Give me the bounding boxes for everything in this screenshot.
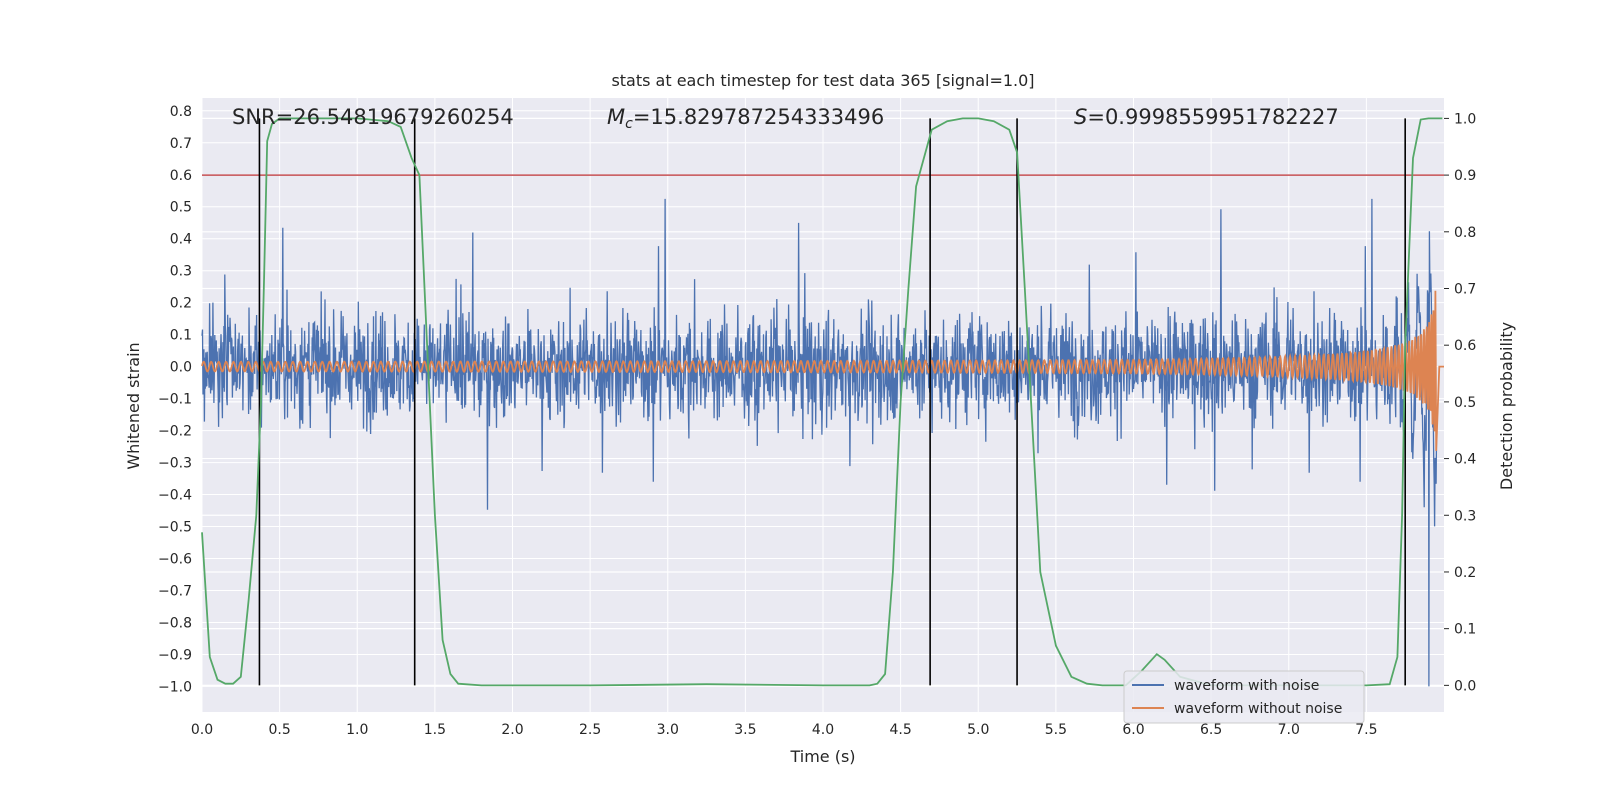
y-tick-label-right: 0.8 (1454, 225, 1476, 241)
x-tick-label: 7.0 (1278, 722, 1300, 738)
legend: waveform with noise waveform without noi… (1123, 670, 1365, 724)
x-tick-label: 7.5 (1355, 722, 1377, 738)
y-tick-label-right: 0.6 (1454, 338, 1476, 354)
x-tick-label: 5.5 (1045, 722, 1067, 738)
y-tick-label-right: 0.9 (1454, 168, 1476, 184)
y-tick-label-left: −0.6 (158, 552, 192, 568)
y-tick-label-left: 0.0 (170, 360, 192, 376)
s-symbol: S (1074, 105, 1087, 129)
s-value: =0.9998559951782227 (1087, 105, 1338, 129)
vertical-markers (258, 118, 1406, 686)
y-tick-label-left: −0.8 (158, 615, 192, 631)
y-tick-label-left: 0.6 (170, 168, 192, 184)
x-tick-label: 2.0 (501, 722, 523, 738)
y-tick-label-left: −0.5 (158, 520, 192, 536)
chirp-mass-symbol: M (607, 105, 625, 129)
y-ticks-left: 0.8 0.7 0.6 0.5 0.4 0.3 0.2 0.1 0.0 −0.1 −0.2 −0.3 −… (158, 104, 192, 696)
y-tick-label-left: 0.5 (170, 200, 192, 216)
y-tick-label-right: 0.1 (1454, 622, 1476, 638)
x-tick-label: 4.5 (889, 722, 911, 738)
y-tick-label-left: 0.8 (170, 104, 192, 120)
x-tick-label: 1.5 (424, 722, 446, 738)
y-axis-label-left: Whitened strain (124, 342, 143, 469)
y-tick-label-right: 0.5 (1454, 395, 1476, 411)
series-waveform-without-noise (201, 290, 1444, 451)
y-tick-label-left: 0.3 (170, 264, 192, 280)
chart-title: stats at each timestep for test data 365… (611, 71, 1034, 90)
x-tick-label: 3.0 (657, 722, 679, 738)
x-tick-label: 4.0 (812, 722, 834, 738)
y-tick-label-left: −0.9 (158, 647, 192, 663)
y-tick-label-right: 0.4 (1454, 452, 1476, 468)
y-tick-label-left: 0.7 (170, 136, 192, 152)
x-ticks: 0.0 0.5 1.0 1.5 2.0 2.5 3.0 3.5 4.0 4.5 5.0 5.5 6.0 6… (191, 722, 1378, 738)
y-tick-label-right: 0.2 (1454, 565, 1476, 581)
y-tick-label-left: 0.1 (170, 328, 192, 344)
y-tick-label-left: 0.2 (170, 296, 192, 312)
y-tick-label-right: 0.7 (1454, 281, 1476, 297)
x-tick-label: 1.0 (346, 722, 368, 738)
y-tick-label-left: −0.1 (158, 392, 192, 408)
chirp-mass-value: =15.829787254333496 (633, 105, 884, 129)
x-tick-label: 3.5 (734, 722, 756, 738)
x-tick-label: 6.5 (1200, 722, 1222, 738)
y-tick-label-right: 0.0 (1454, 678, 1476, 694)
clean-waveform-line (201, 290, 1444, 451)
legend-label-clean: waveform without noise (1174, 701, 1342, 717)
s-annotation: S=0.9998559951782227 (1074, 105, 1339, 129)
y-tick-label-left: −0.4 (158, 488, 192, 504)
x-tick-label: 0.0 (191, 722, 213, 738)
x-tick-label: 5.0 (967, 722, 989, 738)
y-tick-label-left: −0.7 (158, 583, 192, 599)
series-waveform-with-noise (201, 198, 1438, 687)
y-tick-label-left: −1.0 (158, 679, 192, 695)
y-tick-label-left: 0.4 (170, 232, 192, 248)
chirp-mass-annotation: Mc=15.829787254333496 (607, 105, 884, 132)
snr-annotation: SNR=26.54819679260254 (232, 105, 514, 129)
y-tick-label-left: −0.3 (158, 456, 192, 472)
y-tick-label-right: 0.3 (1454, 508, 1476, 524)
x-tick-label: 2.5 (579, 722, 601, 738)
legend-label-noise: waveform with noise (1174, 678, 1319, 694)
chirp-mass-subscript: c (625, 116, 633, 132)
x-tick-label: 0.5 (268, 722, 290, 738)
noise-waveform-line (201, 198, 1438, 687)
x-axis-label: Time (s) (789, 747, 855, 766)
y-tick-label-left: −0.2 (158, 424, 192, 440)
y-axis-label-right: Detection probability (1497, 322, 1516, 490)
y-tick-label-right: 1.0 (1454, 111, 1476, 127)
x-tick-label: 6.0 (1122, 722, 1144, 738)
legend-box (1123, 670, 1365, 724)
y-ticks-right: 1.0 0.9 0.8 0.7 0.6 0.5 0.4 0.3 0.2 0.1 0.0 (1444, 111, 1476, 694)
